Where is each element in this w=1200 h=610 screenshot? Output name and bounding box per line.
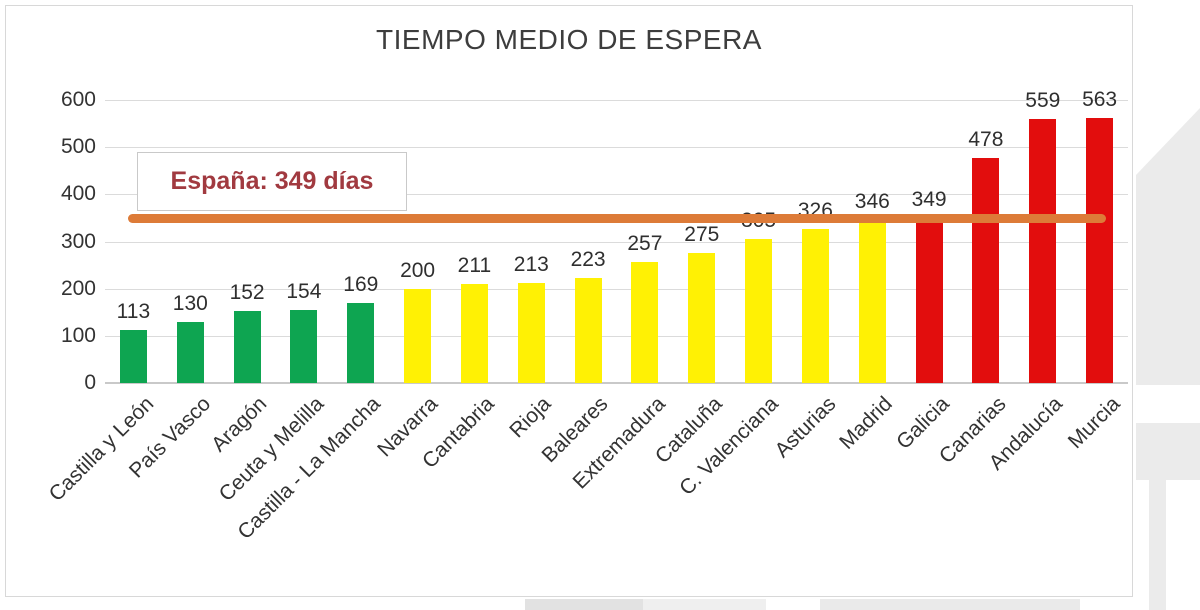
gridline-600 (105, 100, 1128, 101)
bar-value-label: 169 (343, 273, 379, 297)
bar-value-label: 200 (400, 258, 436, 282)
gridline-100 (105, 335, 1128, 337)
bar-Asturias (801, 229, 829, 383)
reference-label-box: España: 349 días (137, 152, 407, 211)
x-axis-line (105, 382, 1128, 384)
plot-area: 0 100 200 300 400 500 600 113 Castilla y León 130… (6, 6, 1132, 596)
bar-Cantabria (460, 283, 488, 383)
y-axis-tick-100: 100 (60, 323, 96, 347)
bar-C. Valenciana (745, 239, 773, 383)
bar-value-label: 154 (286, 280, 322, 304)
y-axis-tick-200: 200 (60, 276, 96, 300)
x-axis-label: Murcia (1063, 392, 1125, 454)
bar-Rioja (517, 282, 545, 383)
bar-value-label: 211 (457, 253, 492, 277)
bar-Navarra (404, 288, 432, 383)
y-axis-tick-0: 0 (84, 371, 96, 394)
bar-Extremadura (631, 261, 659, 383)
bar-Madrid (858, 219, 886, 383)
bar-Canarias (972, 157, 1000, 383)
bar-País Vasco (176, 321, 204, 383)
bar-value-label: 478 (968, 127, 1004, 151)
y-axis-tick-300: 300 (60, 229, 96, 253)
reference-label: España: 349 días (170, 167, 374, 195)
chart-title: TIEMPO MEDIO DE ESPERA (376, 24, 762, 55)
bar-Castilla y León (119, 329, 147, 383)
bar-Andalucía (1029, 119, 1057, 383)
bar-value-label: 563 (1082, 87, 1118, 111)
bar-value-label: 130 (172, 291, 208, 315)
reference-line (128, 213, 1106, 223)
bar-Galicia (915, 218, 943, 383)
bar-value-label: 223 (570, 247, 606, 271)
bar-value-label: 152 (229, 281, 265, 305)
y-axis-tick-600: 600 (60, 88, 96, 111)
x-axis-label: Rioja (505, 392, 556, 443)
x-axis-label: Asturias (770, 392, 840, 463)
bar-value-label: 275 (684, 223, 720, 247)
bar-value-label: 113 (116, 299, 151, 323)
bar-Castilla - La Mancha (347, 303, 375, 383)
gridline-400 (105, 194, 1128, 196)
bar-value-label: 559 (1025, 89, 1061, 113)
bar-value-label: 346 (854, 189, 890, 213)
y-axis-tick-400: 400 (60, 182, 96, 206)
bar-value-label: 349 (911, 188, 947, 212)
gridline-500 (105, 147, 1128, 149)
bar-Cataluña (688, 253, 716, 383)
x-axis-label: Madrid (835, 392, 897, 454)
bar-value-label: 257 (627, 231, 663, 255)
bar-Ceuta y Melilla (290, 310, 318, 383)
bar-Aragón (233, 311, 261, 383)
bar-value-label: 213 (513, 252, 549, 276)
bar-Murcia (1086, 117, 1114, 383)
chart-card: TIEMPO MEDIO DE ESPERA 0 100 200 300 400 500 6… (5, 5, 1133, 597)
gridline-200 (105, 288, 1128, 290)
y-axis-tick-500: 500 (60, 135, 96, 159)
bar-Baleares (574, 277, 602, 383)
gridline-300 (105, 241, 1128, 243)
